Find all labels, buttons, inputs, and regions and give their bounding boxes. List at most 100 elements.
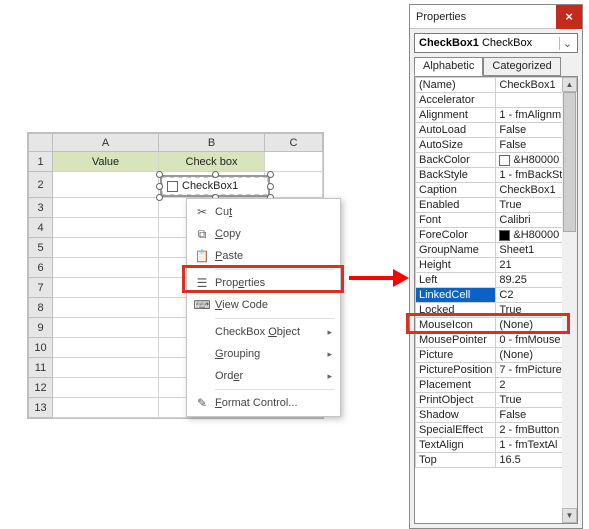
property-value[interactable]: CheckBox1: [496, 78, 566, 93]
scroll-up-button[interactable]: ▲: [562, 77, 577, 92]
property-value[interactable]: [496, 93, 566, 108]
close-button[interactable]: ×: [556, 5, 582, 29]
row-header[interactable]: 2: [29, 172, 53, 198]
property-row[interactable]: ForeColor&H80000: [416, 228, 566, 243]
select-all-corner[interactable]: [29, 134, 53, 152]
resize-handle[interactable]: [267, 171, 274, 178]
property-value[interactable]: 2: [496, 378, 566, 393]
property-row[interactable]: LockedTrue: [416, 303, 566, 318]
property-value[interactable]: 1 - fmTextAl: [496, 438, 566, 453]
property-row[interactable]: EnabledTrue: [416, 198, 566, 213]
scrollbar[interactable]: ▲ ▼: [562, 77, 577, 523]
property-value[interactable]: False: [496, 408, 566, 423]
property-value[interactable]: (None): [496, 348, 566, 363]
scroll-down-button[interactable]: ▼: [562, 508, 577, 523]
row-header[interactable]: 13: [29, 398, 53, 418]
resize-handle[interactable]: [212, 171, 219, 178]
property-row[interactable]: PrintObjectTrue: [416, 393, 566, 408]
col-header-C[interactable]: C: [265, 134, 323, 152]
property-row[interactable]: Height21: [416, 258, 566, 273]
property-value[interactable]: Calibri: [496, 213, 566, 228]
property-value[interactable]: CheckBox1: [496, 183, 566, 198]
property-row[interactable]: Left89.25: [416, 273, 566, 288]
row-header[interactable]: 3: [29, 198, 53, 218]
property-row[interactable]: AutoSizeFalse: [416, 138, 566, 153]
property-row[interactable]: Accelerator: [416, 93, 566, 108]
property-value[interactable]: 0 - fmMouse: [496, 333, 566, 348]
property-row[interactable]: AutoLoadFalse: [416, 123, 566, 138]
checkbox-control[interactable]: CheckBox1: [160, 175, 270, 197]
property-value[interactable]: &H80000: [496, 153, 566, 168]
property-row[interactable]: Top16.5: [416, 453, 566, 468]
row-header[interactable]: 6: [29, 258, 53, 278]
property-value[interactable]: True: [496, 303, 566, 318]
col-header-B[interactable]: B: [159, 134, 265, 152]
property-value[interactable]: True: [496, 393, 566, 408]
property-value[interactable]: 89.25: [496, 273, 566, 288]
resize-handle[interactable]: [156, 194, 163, 201]
menu-format-control[interactable]: ✎ Format Control...: [189, 392, 338, 414]
row-header[interactable]: 10: [29, 338, 53, 358]
property-row[interactable]: Alignment1 - fmAlignm: [416, 108, 566, 123]
tab-alphabetic[interactable]: Alphabetic: [414, 57, 483, 76]
resize-handle[interactable]: [267, 183, 274, 190]
resize-handle[interactable]: [156, 171, 163, 178]
property-row[interactable]: (Name)CheckBox1: [416, 78, 566, 93]
scroll-thumb[interactable]: [563, 92, 576, 232]
row-header[interactable]: 12: [29, 378, 53, 398]
property-row[interactable]: ShadowFalse: [416, 408, 566, 423]
menu-view-code[interactable]: ⌨ View Code: [189, 294, 338, 316]
menu-checkbox-object[interactable]: CheckBox Object ▸: [189, 321, 338, 343]
property-row[interactable]: Placement2: [416, 378, 566, 393]
property-value[interactable]: C2: [496, 288, 566, 303]
property-value[interactable]: False: [496, 138, 566, 153]
tab-categorized[interactable]: Categorized: [483, 57, 560, 76]
menu-grouping[interactable]: Grouping ▸: [189, 343, 338, 365]
object-selector[interactable]: CheckBox1 CheckBox ⌄: [414, 33, 578, 53]
property-row[interactable]: PicturePosition7 - fmPicture: [416, 363, 566, 378]
menu-order[interactable]: Order ▸: [189, 365, 338, 387]
property-value[interactable]: 16.5: [496, 453, 566, 468]
property-row[interactable]: CaptionCheckBox1: [416, 183, 566, 198]
row-header[interactable]: 9: [29, 318, 53, 338]
row-header[interactable]: 8: [29, 298, 53, 318]
menu-properties[interactable]: ☰ Properties: [189, 272, 338, 294]
property-row[interactable]: FontCalibri: [416, 213, 566, 228]
property-row[interactable]: MousePointer0 - fmMouse: [416, 333, 566, 348]
property-value[interactable]: 21: [496, 258, 566, 273]
menu-cut[interactable]: ✂ Cut: [189, 201, 338, 223]
property-value[interactable]: 2 - fmButton: [496, 423, 566, 438]
cell-B1[interactable]: Check box: [159, 152, 265, 172]
row-header[interactable]: 7: [29, 278, 53, 298]
row-header[interactable]: 11: [29, 358, 53, 378]
property-row[interactable]: BackStyle1 - fmBackSt: [416, 168, 566, 183]
property-value[interactable]: False: [496, 123, 566, 138]
property-value[interactable]: True: [496, 198, 566, 213]
property-row[interactable]: LinkedCellC2: [416, 288, 566, 303]
property-row[interactable]: BackColor&H80000: [416, 153, 566, 168]
property-row[interactable]: Picture(None): [416, 348, 566, 363]
property-value[interactable]: 1 - fmBackSt: [496, 168, 566, 183]
resize-handle[interactable]: [156, 183, 163, 190]
col-header-A[interactable]: A: [53, 134, 159, 152]
property-value[interactable]: 7 - fmPicture: [496, 363, 566, 378]
row-header[interactable]: 1: [29, 152, 53, 172]
row-header[interactable]: 5: [29, 238, 53, 258]
scroll-track[interactable]: [563, 92, 576, 508]
cell-C1[interactable]: [265, 152, 323, 172]
property-value[interactable]: 1 - fmAlignm: [496, 108, 566, 123]
property-name: BackColor: [416, 153, 496, 168]
property-value[interactable]: (None): [496, 318, 566, 333]
property-row[interactable]: SpecialEffect2 - fmButton: [416, 423, 566, 438]
property-value[interactable]: Sheet1: [496, 243, 566, 258]
properties-titlebar[interactable]: Properties ×: [410, 5, 582, 29]
property-row[interactable]: TextAlign1 - fmTextAl: [416, 438, 566, 453]
property-value[interactable]: &H80000: [496, 228, 566, 243]
menu-copy[interactable]: ⧉ Copy: [189, 223, 338, 245]
property-row[interactable]: GroupNameSheet1: [416, 243, 566, 258]
menu-paste[interactable]: 📋 Paste: [189, 245, 338, 267]
row-header[interactable]: 4: [29, 218, 53, 238]
cell-A1[interactable]: Value: [53, 152, 159, 172]
cell-A2[interactable]: [53, 172, 159, 198]
property-row[interactable]: MouseIcon(None): [416, 318, 566, 333]
